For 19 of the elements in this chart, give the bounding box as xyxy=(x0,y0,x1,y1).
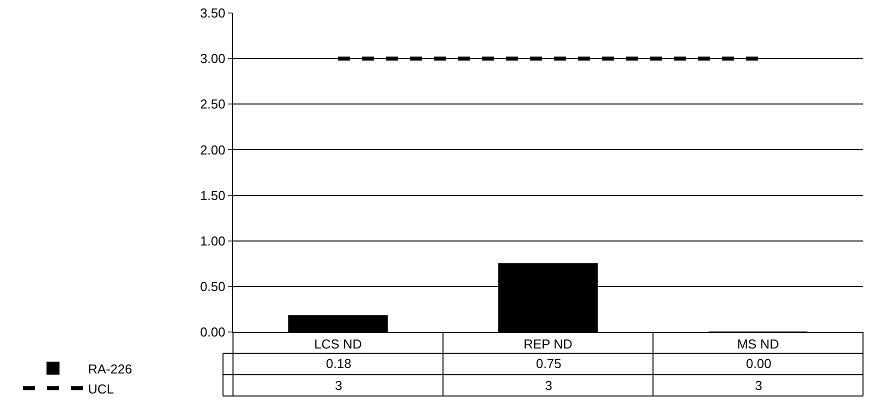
data-label: 0.18 xyxy=(326,356,352,371)
data-label: 3 xyxy=(335,378,342,393)
data-label: 3 xyxy=(755,378,762,393)
data-label: 3 xyxy=(545,378,552,393)
x-tick-label: REP ND xyxy=(524,336,572,352)
legend-label: UCL xyxy=(88,381,114,396)
y-tick-label: 1.50 xyxy=(200,188,226,203)
y-tick-label: 2.00 xyxy=(200,142,226,158)
y-tick-label: 3.50 xyxy=(200,6,226,21)
y-tick-label: 0.50 xyxy=(200,278,226,294)
data-label: 0.75 xyxy=(536,356,562,371)
data-label: 0.00 xyxy=(746,356,772,371)
y-tick-label: 0.00 xyxy=(200,324,226,340)
x-tick-label: MS ND xyxy=(737,336,779,352)
x-tick-label: LCS ND xyxy=(314,336,362,352)
y-tick-label: 2.50 xyxy=(200,96,226,112)
y-tick-label: 1.00 xyxy=(200,233,226,248)
y-tick-label: 3.00 xyxy=(200,51,226,66)
legend-label: RA-226 xyxy=(88,361,132,376)
